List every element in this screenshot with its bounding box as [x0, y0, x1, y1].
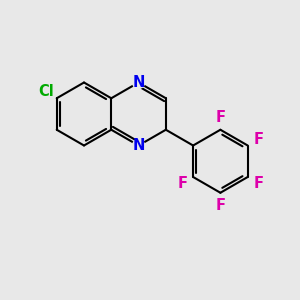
Text: N: N — [132, 138, 145, 153]
Text: F: F — [254, 132, 264, 147]
Text: Cl: Cl — [38, 85, 54, 100]
Text: N: N — [132, 75, 145, 90]
Text: F: F — [254, 176, 264, 191]
Circle shape — [133, 76, 145, 88]
Circle shape — [253, 178, 264, 189]
Circle shape — [215, 112, 226, 122]
Text: F: F — [177, 176, 187, 191]
Circle shape — [215, 200, 226, 211]
Circle shape — [253, 134, 264, 145]
Text: F: F — [215, 198, 225, 213]
Circle shape — [133, 140, 145, 152]
Circle shape — [38, 83, 54, 100]
Text: F: F — [215, 110, 225, 125]
Circle shape — [177, 178, 188, 189]
